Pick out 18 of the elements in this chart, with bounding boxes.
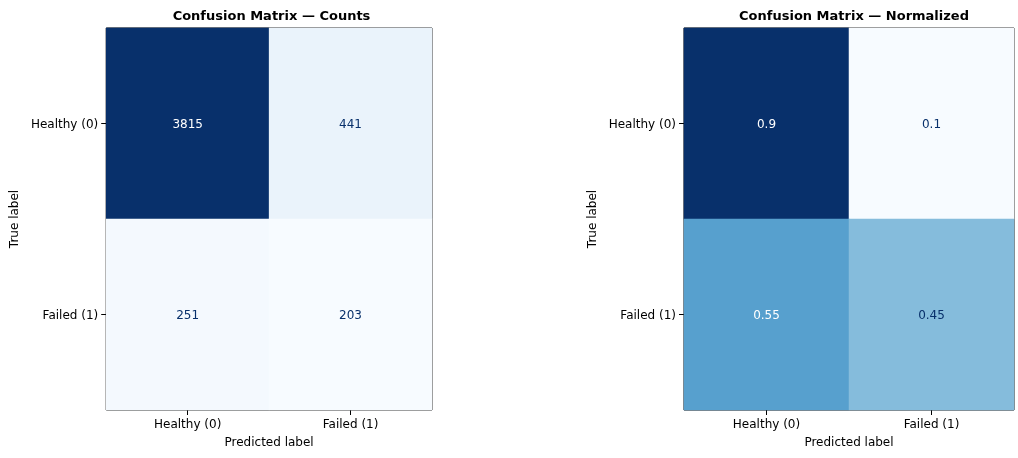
data-label: 0.9: [756, 116, 777, 131]
x-tick-label: Healthy (0): [732, 417, 801, 431]
x-tick-label: Healthy (0): [154, 417, 222, 431]
data-label: 3815: [172, 116, 203, 131]
y-axis-title: True label: [7, 189, 21, 250]
data-label: 251: [176, 307, 200, 322]
data-label: 0.1: [921, 116, 942, 131]
data-label: 0.55: [753, 307, 780, 322]
chart-title: Confusion Matrix — Normalized: [739, 8, 969, 23]
x-tick-label: Failed (1): [903, 417, 960, 431]
chart-title: Confusion Matrix — Counts: [172, 8, 371, 23]
y-axis-title: True label: [584, 189, 599, 250]
data-label: 0.45: [918, 307, 945, 322]
x-tick-label: Failed (1): [322, 417, 379, 431]
x-axis-title: Predicted label: [224, 435, 314, 449]
x-axis-title: Predicted label: [804, 435, 894, 449]
data-label: 441: [339, 116, 363, 131]
data-label: 203: [339, 307, 363, 322]
